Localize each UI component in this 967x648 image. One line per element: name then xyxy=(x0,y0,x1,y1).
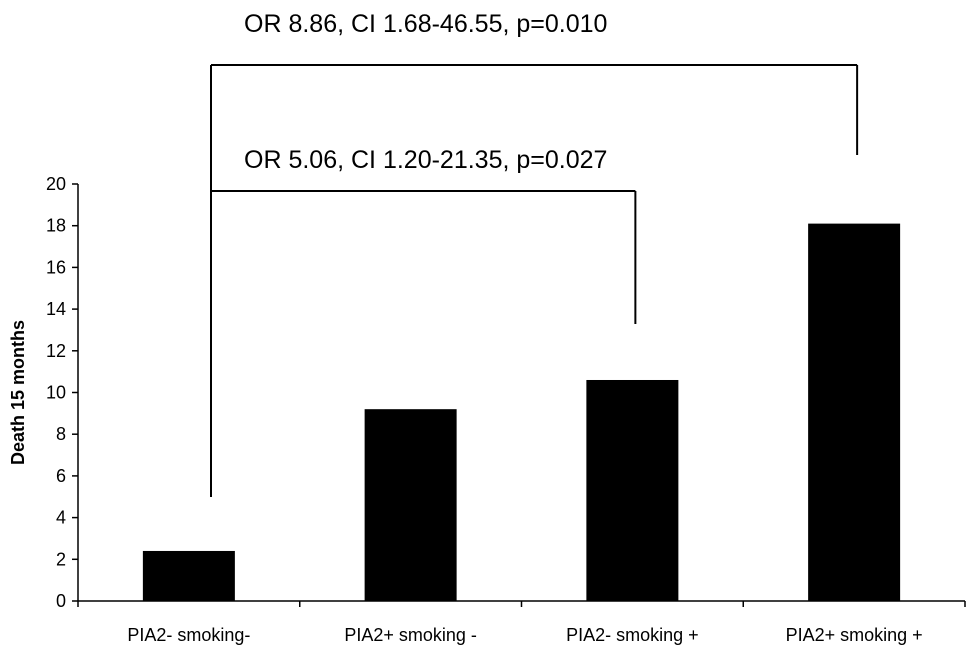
y-tick-label: 18 xyxy=(46,216,66,236)
y-tick-label: 16 xyxy=(46,257,66,277)
bars-layer xyxy=(142,223,901,602)
x-category-label: PIA2+ smoking + xyxy=(786,625,923,645)
y-tick-label: 20 xyxy=(46,174,66,194)
y-tick-label: 8 xyxy=(56,424,66,444)
bar xyxy=(142,550,235,601)
y-tick-label: 0 xyxy=(56,591,66,611)
y-ticks-layer: 0 2 4 6 8 10 12 14 16 18 20 xyxy=(46,174,78,611)
x-category-label: PIA2- smoking- xyxy=(127,625,250,645)
x-category-label: PIA2+ smoking - xyxy=(344,625,477,645)
x-labels-layer: PIA2- smoking- PIA2+ smoking - PIA2- smoki… xyxy=(77,601,966,645)
bar xyxy=(808,223,901,602)
y-axis-title: Death 15 months xyxy=(8,320,28,465)
y-tick-label: 14 xyxy=(46,299,66,319)
annotations-layer: OR 8.86, CI 1.68-46.55, p=0.010 OR 5.06, … xyxy=(210,10,859,497)
y-tick-label: 12 xyxy=(46,341,66,361)
significance-label: OR 8.86, CI 1.68-46.55, p=0.010 xyxy=(244,10,607,38)
y-tick-label: 4 xyxy=(56,508,66,528)
y-tick-label: 10 xyxy=(46,383,66,403)
y-tick-label: 6 xyxy=(56,466,66,486)
significance-label: OR 5.06, CI 1.20-21.35, p=0.027 xyxy=(244,146,607,174)
y-tick-label: 2 xyxy=(56,549,66,569)
x-category-label: PIA2- smoking + xyxy=(566,625,699,645)
bar xyxy=(364,409,457,601)
bar xyxy=(586,379,679,601)
